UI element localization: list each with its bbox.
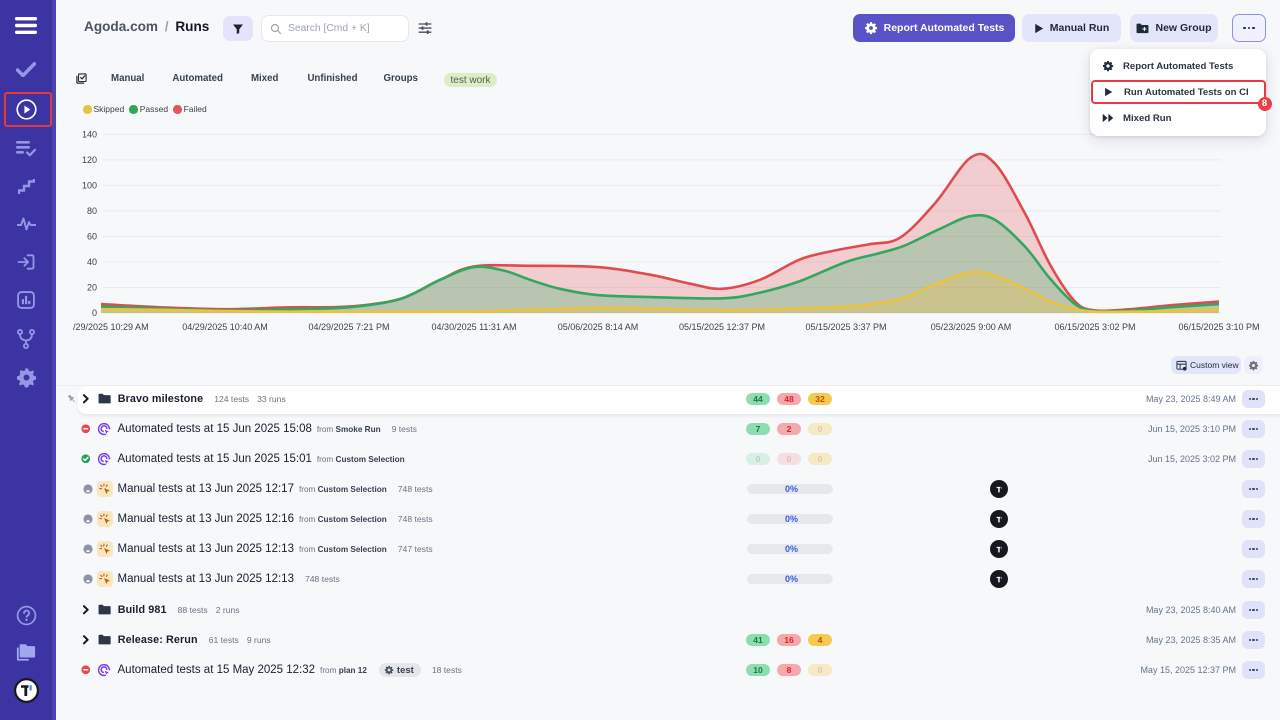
- svg-text:05/15/2025 3:37 PM: 05/15/2025 3:37 PM: [805, 322, 886, 332]
- svg-text:140: 140: [82, 129, 97, 139]
- svg-text:06/15/2025 3:10 PM: 06/15/2025 3:10 PM: [1178, 322, 1259, 332]
- svg-text:100: 100: [82, 180, 97, 190]
- svg-text:04/29/2025 7:21 PM: 04/29/2025 7:21 PM: [308, 322, 389, 332]
- svg-text:20: 20: [87, 283, 97, 293]
- svg-text:40: 40: [87, 257, 97, 267]
- svg-text:/29/2025 10:29 AM: /29/2025 10:29 AM: [73, 322, 149, 332]
- svg-text:04/30/2025 11:31 AM: 04/30/2025 11:31 AM: [432, 322, 517, 332]
- svg-text:05/06/2025 8:14 AM: 05/06/2025 8:14 AM: [558, 322, 639, 332]
- svg-text:120: 120: [82, 155, 97, 165]
- svg-text:05/23/2025 9:00 AM: 05/23/2025 9:00 AM: [931, 322, 1012, 332]
- svg-text:0: 0: [92, 308, 97, 318]
- svg-text:06/15/2025 3:02 PM: 06/15/2025 3:02 PM: [1054, 322, 1135, 332]
- svg-text:04/29/2025 10:40 AM: 04/29/2025 10:40 AM: [182, 322, 268, 332]
- svg-text:05/15/2025 12:37 PM: 05/15/2025 12:37 PM: [679, 322, 765, 332]
- svg-text:80: 80: [87, 206, 97, 216]
- svg-text:60: 60: [87, 232, 97, 242]
